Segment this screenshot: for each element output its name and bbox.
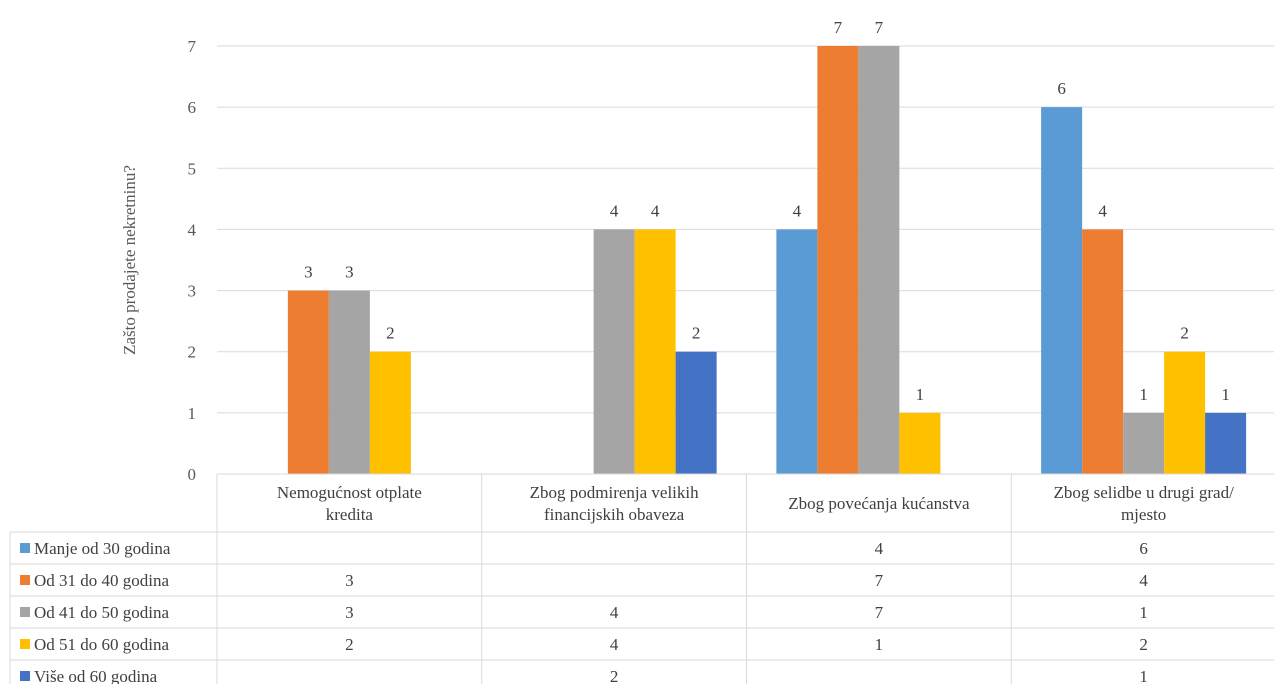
data-label: 1 — [916, 385, 925, 404]
table-cell: 2 — [1139, 635, 1148, 654]
bar — [1205, 412, 1247, 474]
table-cell: 4 — [610, 635, 619, 654]
table-cell: 1 — [1139, 603, 1148, 622]
bar — [634, 229, 676, 474]
y-tick-label: 4 — [188, 220, 197, 239]
series-name: Od 51 do 60 godina — [34, 635, 170, 654]
table-cell: 3 — [345, 571, 354, 590]
table-cell: 1 — [875, 635, 884, 654]
legend-key — [20, 671, 30, 681]
bar — [776, 229, 818, 474]
y-tick-label: 1 — [188, 404, 197, 423]
data-label: 6 — [1057, 79, 1066, 98]
series-name: Od 31 do 40 godina — [34, 571, 170, 590]
table-cell: 6 — [1139, 539, 1148, 558]
x-category-label: Zbog povećanja kućanstva — [788, 494, 970, 513]
data-label: 4 — [651, 201, 660, 220]
data-labels: 4 6 3 7 4 3 4 7 1 2 4 1 2 2 1 — [304, 18, 1230, 404]
data-label: 1 — [1221, 385, 1230, 404]
bar — [899, 412, 941, 474]
data-label: 2 — [692, 324, 701, 343]
legend-key — [20, 543, 30, 553]
bar — [675, 351, 717, 474]
data-label: 3 — [345, 263, 354, 282]
table-cell: 4 — [610, 603, 619, 622]
x-category-label: financijskih obaveza — [544, 505, 685, 524]
data-label: 4 — [1098, 201, 1107, 220]
bar — [328, 290, 370, 474]
y-axis-title: Zašto prodajete nekretninu? — [120, 165, 139, 355]
bar — [369, 351, 411, 474]
data-label: 2 — [1180, 324, 1189, 343]
y-tick-label: 0 — [188, 465, 197, 484]
x-category-label: mjesto — [1121, 505, 1166, 524]
data-label: 7 — [875, 18, 884, 37]
data-label: 4 — [610, 201, 619, 220]
data-table: Nemogućnost otplate kredita Zbog podmirenj… — [9, 473, 1274, 684]
bar — [287, 290, 329, 474]
x-category-label: Zbog podmirenja velikih — [530, 483, 700, 502]
y-tick-label: 2 — [188, 343, 197, 362]
table-cell: 7 — [875, 603, 884, 622]
bar — [817, 46, 859, 474]
table-cell: 4 — [875, 539, 884, 558]
series-name: Od 41 do 50 godina — [34, 603, 170, 622]
bar — [858, 46, 900, 474]
x-category-label: kredita — [326, 505, 374, 524]
table-cell: 4 — [1139, 571, 1148, 590]
bars — [287, 46, 1247, 475]
legend-key — [20, 575, 30, 585]
table-cell: 3 — [345, 603, 354, 622]
data-label: 3 — [304, 263, 313, 282]
table-cell: 7 — [875, 571, 884, 590]
bar — [1082, 229, 1124, 474]
y-axis-ticks: 0 1 2 3 4 5 6 7 — [188, 37, 197, 484]
bar — [1164, 351, 1206, 474]
data-label: 7 — [834, 18, 843, 37]
y-tick-label: 5 — [188, 159, 197, 178]
table-cell: 2 — [345, 635, 354, 654]
x-category-label: Zbog selidbe u drugi grad/ — [1053, 483, 1234, 502]
data-label: 1 — [1139, 385, 1148, 404]
legend-key — [20, 639, 30, 649]
series-name: Manje od 30 godina — [34, 539, 171, 558]
legend-key — [20, 607, 30, 617]
table-cell: 1 — [1139, 667, 1148, 684]
bar — [1041, 107, 1083, 475]
y-tick-label: 3 — [188, 282, 197, 301]
y-tick-label: 7 — [188, 37, 197, 56]
table-cell: 2 — [610, 667, 619, 684]
y-tick-label: 6 — [188, 98, 197, 117]
bar — [1123, 412, 1165, 474]
bar — [593, 229, 635, 474]
data-label: 2 — [386, 324, 395, 343]
x-category-label: Nemogućnost otplate — [277, 483, 422, 502]
data-label: 4 — [793, 201, 802, 220]
series-name: Više od 60 godina — [34, 667, 158, 684]
